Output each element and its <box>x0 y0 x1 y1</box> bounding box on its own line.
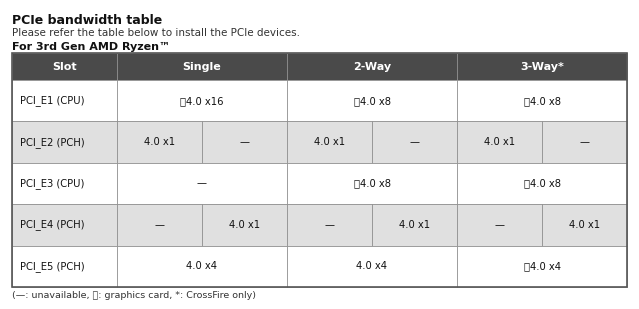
Bar <box>12 53 117 80</box>
Bar <box>287 80 457 121</box>
Bar <box>457 246 627 287</box>
Bar <box>287 246 457 287</box>
Bar <box>117 121 202 163</box>
Bar <box>12 53 627 287</box>
Text: Ⓕ4.0 x4: Ⓕ4.0 x4 <box>523 261 560 271</box>
Text: —: — <box>197 179 207 188</box>
Bar <box>202 204 287 246</box>
Text: —: — <box>580 137 590 147</box>
Text: PCI_E5 (PCH): PCI_E5 (PCH) <box>20 261 84 272</box>
Bar <box>12 163 117 204</box>
Text: 4.0 x1: 4.0 x1 <box>314 137 345 147</box>
Bar <box>457 53 627 80</box>
Text: 4.0 x1: 4.0 x1 <box>144 137 175 147</box>
Bar <box>287 53 457 80</box>
Text: Please refer the table below to install the PCIe devices.: Please refer the table below to install … <box>12 28 300 38</box>
Bar <box>542 204 627 246</box>
Bar <box>12 204 117 246</box>
Text: —: — <box>325 220 334 230</box>
Text: —: — <box>240 137 249 147</box>
Text: 4.0 x4: 4.0 x4 <box>357 261 387 271</box>
Text: PCI_E2 (PCH): PCI_E2 (PCH) <box>20 137 84 148</box>
Text: Ⓕ4.0 x8: Ⓕ4.0 x8 <box>353 179 390 188</box>
Text: —: — <box>410 137 419 147</box>
Text: 4.0 x1: 4.0 x1 <box>229 220 260 230</box>
Bar <box>457 121 542 163</box>
Bar <box>117 53 287 80</box>
Bar <box>117 163 287 204</box>
Bar <box>457 163 627 204</box>
Text: PCIe bandwidth table: PCIe bandwidth table <box>12 14 162 27</box>
Text: 4.0 x1: 4.0 x1 <box>399 220 430 230</box>
Text: Ⓕ4.0 x16: Ⓕ4.0 x16 <box>180 96 224 106</box>
Bar <box>542 121 627 163</box>
Bar <box>457 80 627 121</box>
Bar <box>457 204 542 246</box>
Text: For 3rd Gen AMD Ryzen™: For 3rd Gen AMD Ryzen™ <box>12 42 170 52</box>
Text: Ⓕ4.0 x8: Ⓕ4.0 x8 <box>523 96 560 106</box>
Text: 3-Way*: 3-Way* <box>520 61 564 71</box>
Text: 2-Way: 2-Way <box>353 61 391 71</box>
Bar <box>287 204 372 246</box>
Bar <box>12 80 117 121</box>
Text: (—: unavailable, Ⓕ: graphics card, *: CrossFire only): (—: unavailable, Ⓕ: graphics card, *: Cr… <box>12 291 256 300</box>
Bar <box>12 121 117 163</box>
Text: 4.0 x1: 4.0 x1 <box>484 137 515 147</box>
Text: —: — <box>155 220 164 230</box>
Text: PCI_E1 (CPU): PCI_E1 (CPU) <box>20 95 84 106</box>
Bar <box>287 121 372 163</box>
Text: Slot: Slot <box>52 61 77 71</box>
Text: —: — <box>495 220 505 230</box>
Text: 4.0 x4: 4.0 x4 <box>187 261 217 271</box>
Bar <box>117 246 287 287</box>
Text: Ⓕ4.0 x8: Ⓕ4.0 x8 <box>353 96 390 106</box>
Bar <box>202 121 287 163</box>
Bar <box>287 163 457 204</box>
Bar <box>372 204 457 246</box>
Bar <box>117 80 287 121</box>
Text: 4.0 x1: 4.0 x1 <box>569 220 600 230</box>
Text: Single: Single <box>183 61 221 71</box>
Bar <box>117 204 202 246</box>
Text: PCI_E3 (CPU): PCI_E3 (CPU) <box>20 178 84 189</box>
Bar <box>12 246 117 287</box>
Bar <box>372 121 457 163</box>
Text: Ⓕ4.0 x8: Ⓕ4.0 x8 <box>523 179 560 188</box>
Text: PCI_E4 (PCH): PCI_E4 (PCH) <box>20 219 84 230</box>
